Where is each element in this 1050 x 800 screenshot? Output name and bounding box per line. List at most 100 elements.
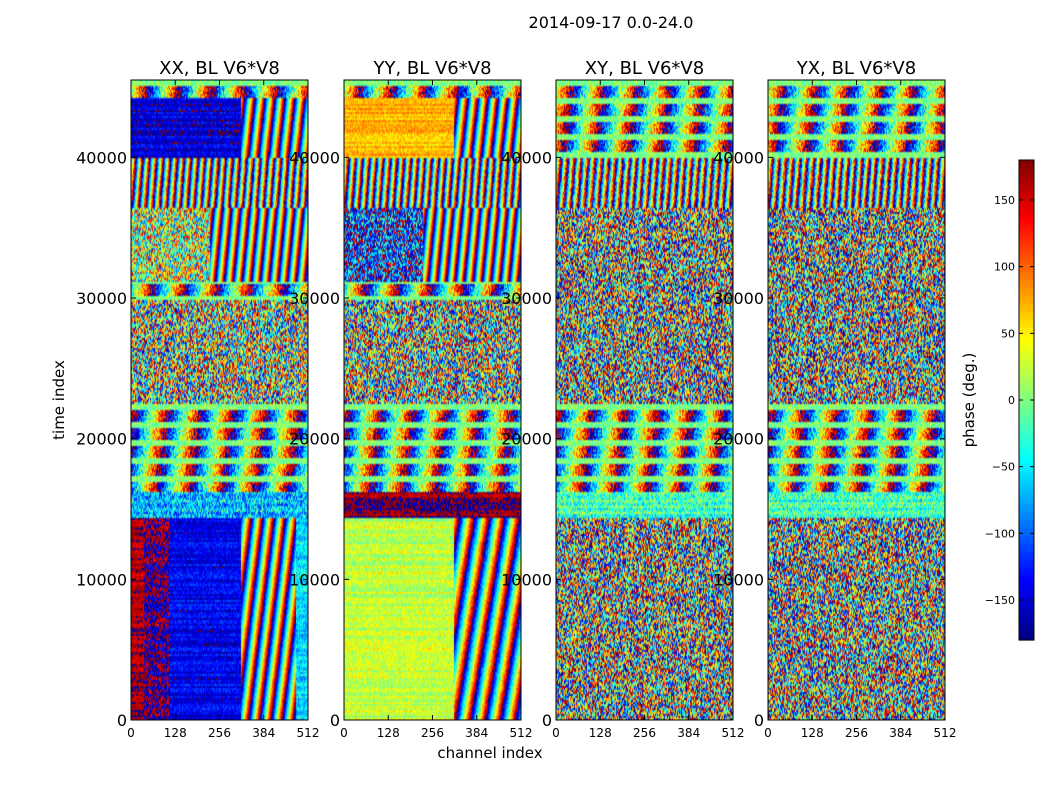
y-tick-label: 10000 (501, 570, 552, 589)
colorbar-segment (1019, 348, 1034, 353)
colorbar-segment (1019, 484, 1034, 489)
colorbar-segment (1019, 300, 1034, 305)
y-tick-label: 40000 (76, 148, 127, 167)
colorbar-segment (1019, 364, 1034, 369)
colorbar-segment (1019, 536, 1034, 541)
colorbar-segment (1019, 532, 1034, 537)
colorbar-segment (1019, 488, 1034, 493)
colorbar-segment (1019, 428, 1034, 433)
colorbar-segment (1019, 528, 1034, 533)
colorbar-segment (1019, 308, 1034, 313)
colorbar-segment (1019, 508, 1034, 513)
colorbar-segment (1019, 228, 1034, 233)
panels: XX, BL V6*V8 0 128 256 384 512 0 10000 20000 3000… (76, 58, 956, 740)
x-tick-label: 384 (252, 726, 275, 740)
colorbar-segment (1019, 212, 1034, 217)
colorbar-segment (1019, 296, 1034, 301)
panel-3: YX, BL V6*V8 0 128 256 384 512 0 10000 20000 3000… (713, 58, 956, 740)
colorbar-segment (1019, 252, 1034, 257)
colorbar-segment (1019, 336, 1034, 341)
colorbar-segment (1019, 424, 1034, 429)
colorbar-segment (1019, 332, 1034, 337)
panel-title-1: YY, BL V6*V8 (372, 58, 491, 79)
panel-title-2: XY, BL V6*V8 (585, 58, 704, 79)
colorbar-segment (1019, 272, 1034, 277)
phase-image-2 (556, 80, 733, 720)
y-tick-label: 0 (754, 711, 764, 730)
colorbar-segment (1019, 356, 1034, 361)
colorbar-tick-label: 150 (994, 194, 1015, 207)
colorbar-segment (1019, 456, 1034, 461)
panel-0: XX, BL V6*V8 0 128 256 384 512 0 10000 20000 3000… (76, 58, 319, 740)
colorbar-segment (1019, 576, 1034, 581)
phase-image-0 (131, 80, 308, 720)
colorbar-segment (1019, 312, 1034, 317)
colorbar-segment (1019, 636, 1034, 641)
colorbar-segment (1019, 468, 1034, 473)
colorbar-segment (1019, 520, 1034, 525)
y-tick-label: 30000 (501, 289, 552, 308)
colorbar-tick-label: −50 (992, 461, 1015, 474)
colorbar-segment (1019, 620, 1034, 625)
colorbar-segment (1019, 316, 1034, 321)
colorbar-segment (1019, 240, 1034, 245)
colorbar-segment (1019, 580, 1034, 585)
colorbar-segment (1019, 168, 1034, 173)
colorbar-segment (1019, 376, 1034, 381)
colorbar-tick-label: 100 (994, 261, 1015, 274)
y-tick-label: 10000 (713, 570, 764, 589)
colorbar-segment (1019, 284, 1034, 289)
x-tick-label: 0 (127, 726, 135, 740)
y-tick-label: 20000 (289, 430, 340, 449)
y-tick-label: 20000 (501, 430, 552, 449)
colorbar-segment (1019, 584, 1034, 589)
colorbar-segment (1019, 540, 1034, 545)
colorbar-segment (1019, 220, 1034, 225)
colorbar-segment (1019, 208, 1034, 213)
y-tick-label: 30000 (76, 289, 127, 308)
colorbar-segment (1019, 180, 1034, 185)
colorbar-segment (1019, 608, 1034, 613)
colorbar-segment (1019, 276, 1034, 281)
colorbar-segment (1019, 160, 1034, 165)
colorbar-segment (1019, 408, 1034, 413)
colorbar-segment (1019, 244, 1034, 249)
colorbar-segment (1019, 172, 1034, 177)
colorbar-segment (1019, 476, 1034, 481)
colorbar-segment (1019, 552, 1034, 557)
y-tick-label: 10000 (76, 570, 127, 589)
colorbar-segment (1019, 632, 1034, 637)
y-tick-label: 20000 (76, 430, 127, 449)
y-tick-label: 40000 (713, 148, 764, 167)
panel-2: XY, BL V6*V8 0 128 256 384 512 0 10000 20000 3000… (501, 58, 744, 740)
colorbar-segment (1019, 460, 1034, 465)
colorbar-segment (1019, 196, 1034, 201)
x-tick-label: 0 (340, 726, 348, 740)
y-tick-label: 10000 (289, 570, 340, 589)
colorbar: 150 100 50 0 −50 −100 −150 (985, 159, 1035, 641)
colorbar-tick-label: −150 (985, 594, 1015, 607)
colorbar-segment (1019, 628, 1034, 633)
x-tick-label: 128 (801, 726, 824, 740)
colorbar-segment (1019, 492, 1034, 497)
colorbar-segment (1019, 192, 1034, 197)
colorbar-segment (1019, 432, 1034, 437)
colorbar-segment (1019, 448, 1034, 453)
y-tick-label: 30000 (289, 289, 340, 308)
colorbar-segment (1019, 500, 1034, 505)
phase-image-1 (344, 80, 521, 720)
colorbar-segment (1019, 560, 1034, 565)
colorbar-segment (1019, 164, 1034, 169)
colorbar-segment (1019, 200, 1034, 205)
colorbar-segment (1019, 420, 1034, 425)
y-axis-label: time index (50, 360, 68, 440)
figure-title: 2014-09-17 0.0-24.0 (529, 13, 694, 32)
colorbar-segment (1019, 548, 1034, 553)
colorbar-segment (1019, 204, 1034, 209)
colorbar-segment (1019, 340, 1034, 345)
panel-title-0: XX, BL V6*V8 (159, 58, 280, 79)
colorbar-segment (1019, 600, 1034, 605)
y-tick-label: 30000 (713, 289, 764, 308)
colorbar-segment (1019, 344, 1034, 349)
colorbar-segment (1019, 288, 1034, 293)
